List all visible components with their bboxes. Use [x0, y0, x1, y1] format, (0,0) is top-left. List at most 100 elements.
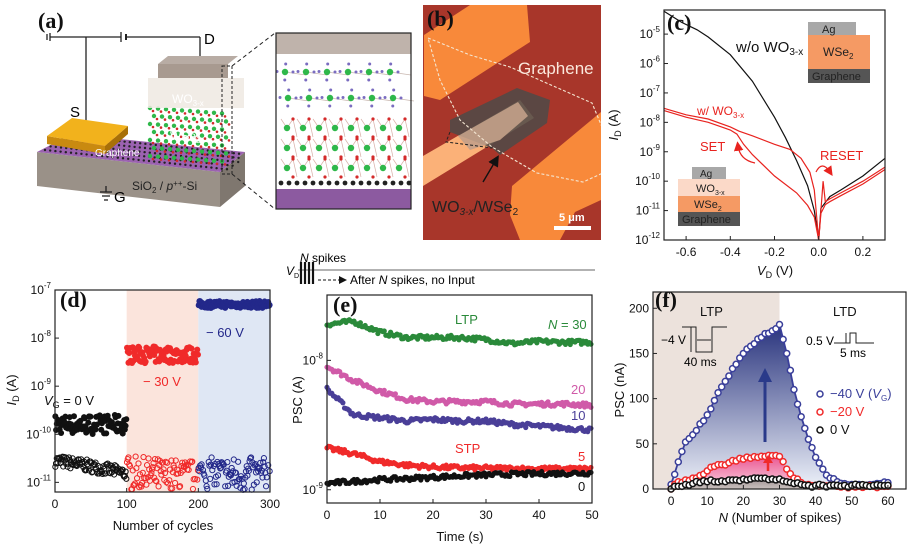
se-atom [159, 142, 163, 145]
wo3-label: WO3-x [172, 92, 204, 108]
carbon-atom [149, 143, 152, 146]
carbon-atom [132, 154, 135, 157]
o-atom [328, 104, 332, 108]
carbon-atom [54, 145, 57, 149]
open-data-point [265, 462, 272, 469]
carbon-atom [216, 158, 219, 162]
label-main: I [606, 137, 621, 141]
filled-data-point [122, 422, 129, 429]
w-atom [195, 141, 201, 146]
w-atom [159, 146, 165, 151]
legend-sub: G [881, 394, 887, 403]
se-atom [171, 118, 175, 122]
open-data-point [203, 483, 210, 490]
arrow-head-icon [763, 455, 773, 463]
w-atom [207, 118, 213, 123]
ltp-label: LTP [455, 312, 478, 327]
carbon-atom [215, 166, 218, 170]
w-atom [147, 153, 153, 159]
tick-base: 10 [31, 379, 45, 393]
bond [392, 118, 410, 138]
y-tick-label: 10-11 [636, 202, 661, 218]
se-atom [355, 117, 359, 121]
data-point [375, 479, 381, 485]
y-tick-label: 10-7 [31, 281, 52, 297]
ag-label: Ag [700, 169, 712, 180]
se-atom [227, 139, 231, 142]
carbon-atom [138, 150, 141, 153]
x-tick-label: 0 [324, 508, 331, 522]
device-inset-with-wo3: Ag WO3-x WSe2 Graphene [678, 167, 740, 226]
bond [360, 158, 378, 178]
carbon-atom [237, 152, 241, 155]
carbon-atom [205, 165, 208, 169]
flake-arrow [482, 155, 499, 183]
bond [312, 138, 330, 158]
iv-curve [663, 107, 820, 241]
o-atom [286, 104, 290, 108]
o-atom [329, 88, 333, 92]
w-atom [283, 124, 291, 132]
device-inset-without-wo3: Ag WSe2 Graphene [808, 22, 870, 83]
tick-base: 10 [636, 204, 650, 218]
o-atom [357, 96, 361, 100]
legend-text: ) [887, 386, 891, 401]
open-data-point [176, 483, 184, 490]
o-atom [341, 96, 345, 100]
legend-marker [816, 408, 824, 416]
bond [312, 118, 330, 138]
carbon-atom [147, 159, 151, 163]
carbon-atom [95, 154, 99, 157]
w-atom [379, 124, 387, 132]
se-atom [203, 153, 207, 156]
open-data-point [168, 457, 175, 464]
carbon-atom [90, 153, 94, 157]
carbon-atom [106, 155, 109, 158]
se-atom [155, 117, 159, 121]
se-atom [151, 157, 155, 161]
legend-text: −20 V [830, 404, 865, 419]
o-atom [312, 70, 316, 74]
carbon-atom [142, 159, 145, 162]
w-atom [187, 108, 193, 114]
w-atom [183, 116, 189, 121]
o-atom [368, 62, 372, 66]
bond [376, 118, 394, 138]
se-atom [167, 126, 171, 130]
bond [389, 71, 412, 76]
filled-data-point [58, 430, 65, 437]
se-atom [175, 111, 179, 115]
se-atom [191, 144, 195, 148]
scale-bar-label: 5 μm [559, 212, 585, 224]
ltd-label: LTD [833, 304, 857, 319]
o-atom [359, 70, 363, 74]
tick-exponent: -11 [40, 473, 52, 482]
se-atom [387, 157, 391, 161]
carbon-atom [112, 147, 115, 151]
panel-b-micrograph [423, 5, 601, 240]
open-data-point [161, 469, 169, 477]
legend-marker [816, 390, 824, 398]
data-point [811, 453, 820, 462]
tick-base: 10 [303, 353, 317, 367]
panel-label-c: (c) [667, 10, 691, 35]
x-tick-label: 10 [373, 508, 387, 522]
data-point [678, 447, 686, 456]
filled-data-point [92, 426, 99, 433]
wse2-label: WSe2 [694, 199, 722, 213]
o-atom [391, 104, 395, 108]
w-atom [195, 109, 201, 114]
carbon-atom [216, 154, 219, 157]
set-arrow [733, 141, 756, 164]
legend-text: −40 V ( [830, 386, 873, 401]
open-data-point [235, 458, 242, 465]
carbon-atom [173, 162, 177, 165]
se-atom [151, 125, 155, 129]
w-atom [395, 144, 403, 152]
w-atom [323, 68, 331, 76]
data-point [674, 458, 683, 466]
carbon-atom [49, 149, 52, 152]
w-atom [363, 124, 371, 132]
drain-contact-top [158, 56, 238, 64]
carbon-atom [342, 180, 348, 186]
